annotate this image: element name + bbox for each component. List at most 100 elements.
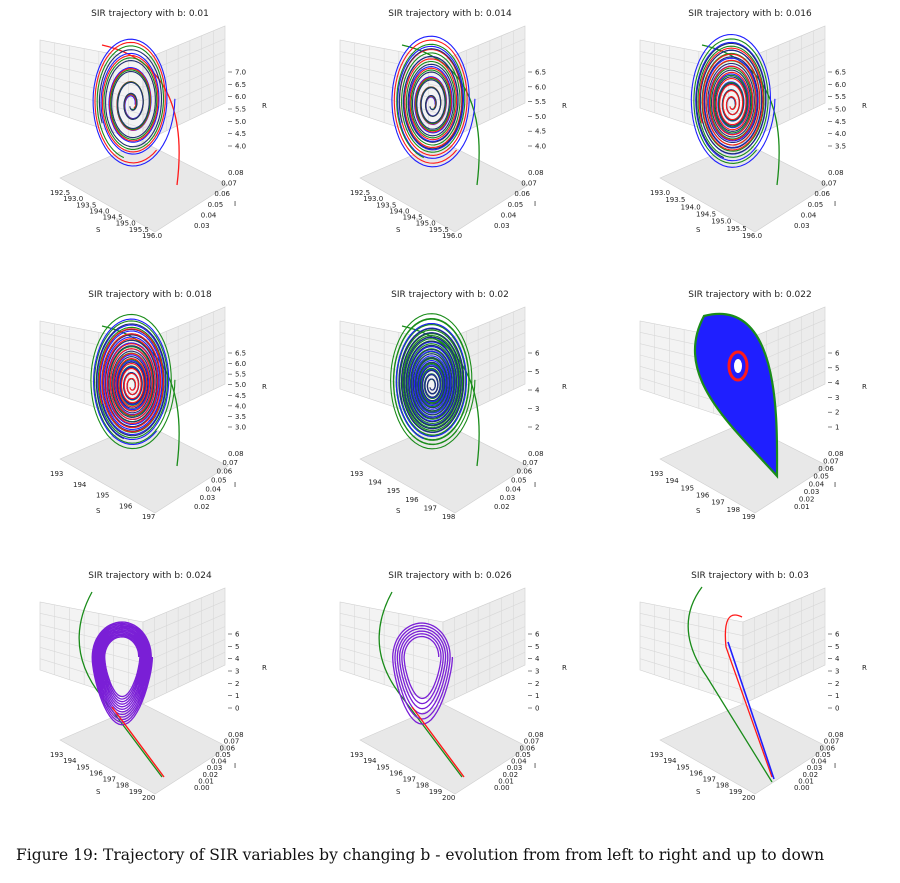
s-tick-label: 196	[405, 496, 419, 504]
back-pane-right	[142, 587, 226, 705]
i-tick-label: 0.08	[528, 450, 544, 458]
r-tick-label: 6.0	[235, 93, 246, 101]
sir-3d-plot: SIR trajectory with b: 0.014 4.0 4.5 5.0 5.5…	[339, 9, 567, 240]
panel-title: SIR trajectory with b: 0.01	[91, 9, 209, 19]
i-tick-label: 0.06	[220, 744, 236, 752]
panel-title: SIR trajectory with b: 0.024	[88, 571, 212, 581]
s-tick-label: 197	[103, 776, 116, 784]
s-tick-label: 198	[442, 513, 455, 521]
s-axis-label: S	[396, 788, 401, 796]
sir-panel: SIR trajectory with b: 0.01 4.0 4.5 5.0 5.5 6…	[0, 0, 300, 270]
r-tick-label: 2	[535, 424, 539, 432]
sir-panel: SIR trajectory with b: 0.016 3.5 4.0 4.5 5.0…	[600, 0, 900, 270]
i-axis-label: I	[834, 762, 836, 770]
r-tick-label: 4.0	[535, 143, 546, 151]
grid-line	[142, 89, 226, 129]
i-tick-label: 0.00	[494, 784, 510, 792]
s-tick-label: 200	[142, 794, 155, 802]
grid-line	[742, 600, 826, 636]
i-tick-label: 0.06	[214, 190, 230, 198]
s-tick-label: 195.0	[711, 218, 731, 226]
s-tick-label: 199	[129, 788, 142, 796]
i-tick-label: 0.07	[821, 180, 837, 188]
i-tick-label: 0.05	[515, 751, 531, 759]
r-tick-label: 3.5	[235, 413, 246, 421]
s-tick-label: 193	[350, 470, 363, 478]
r-tick-label: 0	[835, 705, 839, 713]
grid-line	[39, 658, 144, 691]
s-axis-label: S	[696, 788, 701, 796]
i-tick-label: 0.06	[820, 744, 836, 752]
r-tick-label: 5.5	[835, 93, 846, 101]
i-tick-label: 0.05	[511, 477, 527, 485]
s-tick-label: 198	[116, 782, 129, 790]
i-tick-label: 0.05	[815, 751, 831, 759]
grid-line	[442, 370, 526, 410]
i-tick-label: 0.07	[824, 738, 840, 746]
s-tick-label: 196	[89, 769, 103, 777]
trajectory-tail	[411, 706, 465, 778]
grid-line	[39, 366, 144, 396]
grid-line	[142, 651, 226, 691]
r-tick-label: 1	[835, 692, 839, 700]
s-tick-label: 193	[650, 470, 663, 478]
i-tick-label: 0.07	[524, 738, 540, 746]
grid-line	[142, 639, 226, 677]
i-tick-label: 0.05	[211, 477, 227, 485]
i-tick-label: 0.03	[500, 494, 516, 502]
grid-line	[339, 62, 444, 88]
r-tick-label: 6	[235, 631, 240, 639]
trajectory-lead	[687, 586, 773, 783]
r-tick-label: 3	[535, 405, 539, 413]
i-tick-label: 0.01	[198, 777, 214, 785]
panel-title: SIR trajectory with b: 0.022	[688, 290, 811, 300]
s-tick-label: 193	[50, 470, 63, 478]
s-tick-label: 196.0	[142, 232, 162, 240]
r-axis-label: R	[262, 664, 267, 672]
i-tick-label: 0.07	[224, 738, 240, 746]
trajectory-line	[698, 47, 764, 151]
sir-3d-plot: SIR trajectory with b: 0.024 0 1 2 3 4 5 6 R 0.00…	[39, 571, 267, 802]
grid-line	[39, 624, 144, 650]
s-tick-label: 199	[729, 788, 742, 796]
r-tick-label: 5.5	[235, 371, 246, 379]
i-tick-label: 0.06	[818, 465, 834, 473]
i-tick-label: 0.08	[828, 169, 844, 177]
r-tick-label: 5.0	[535, 113, 546, 121]
s-tick-label: 194.0	[89, 207, 109, 215]
grid-line	[339, 624, 444, 650]
r-tick-label: 5	[235, 643, 239, 651]
s-tick-label: 195	[76, 763, 89, 771]
r-tick-label: 4	[835, 655, 840, 663]
panel-title: SIR trajectory with b: 0.016	[688, 9, 812, 19]
s-tick-label: 197	[142, 513, 155, 521]
s-tick-label: 196	[119, 502, 133, 510]
i-tick-label: 0.02	[503, 771, 519, 779]
i-tick-label: 0.06	[814, 190, 830, 198]
s-tick-label: 195	[376, 763, 389, 771]
i-tick-label: 0.08	[228, 731, 244, 739]
s-tick-label: 193.5	[76, 201, 96, 209]
s-tick-label: 195	[681, 484, 694, 492]
r-tick-label: 4.0	[835, 130, 846, 138]
i-tick-label: 0.04	[811, 758, 827, 766]
s-tick-label: 194	[73, 481, 87, 489]
s-tick-label: 197	[424, 504, 437, 512]
panel-title: SIR trajectory with b: 0.02	[391, 290, 509, 300]
s-tick-label: 193	[650, 751, 663, 759]
grid-line	[339, 647, 444, 677]
r-tick-label: 5	[535, 368, 539, 376]
trajectory-line	[91, 621, 154, 726]
back-pane-left	[339, 601, 444, 705]
r-tick-label: 4	[235, 655, 240, 663]
i-axis-label: I	[234, 481, 236, 489]
grid-line	[339, 658, 444, 691]
s-tick-label: 194.0	[389, 207, 409, 215]
i-tick-label: 0.08	[528, 731, 544, 739]
i-tick-label: 0.03	[507, 764, 523, 772]
grid-line	[142, 332, 226, 369]
grid-line	[142, 77, 226, 115]
grid-line	[39, 332, 144, 355]
sir-panel: SIR trajectory with b: 0.024 0 1 2 3 4 5 6 R 0.00…	[0, 562, 300, 832]
